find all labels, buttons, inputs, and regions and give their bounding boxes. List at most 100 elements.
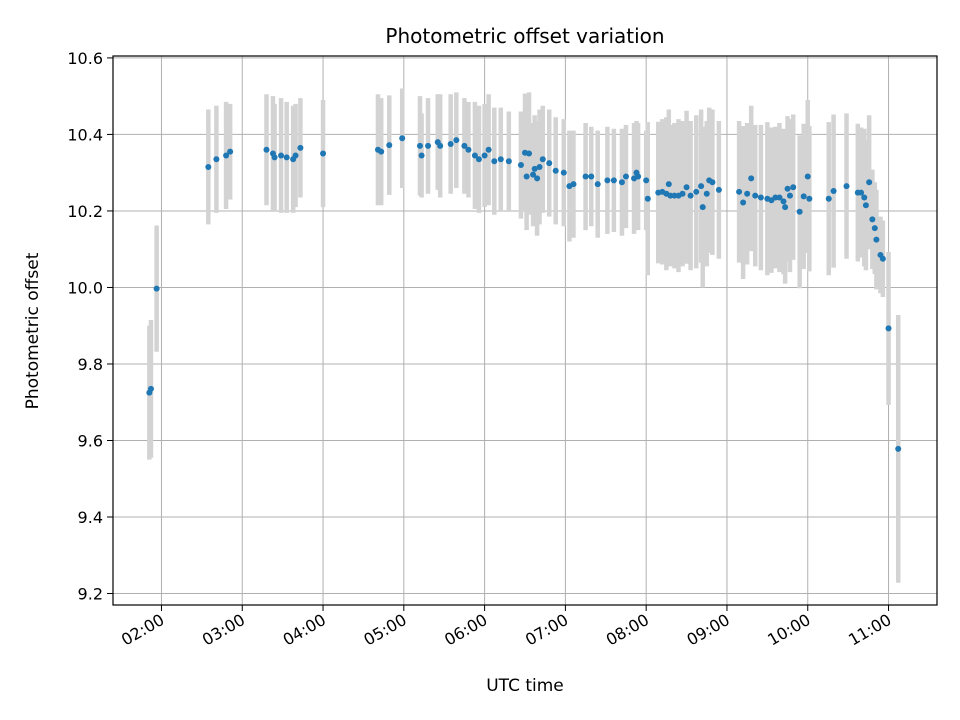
data-point xyxy=(485,146,492,153)
data-point xyxy=(570,181,577,188)
y-tick-label: 9.6 xyxy=(78,431,103,450)
data-point xyxy=(796,208,803,215)
data-point xyxy=(147,385,154,392)
data-point xyxy=(644,195,651,202)
data-point xyxy=(497,156,504,163)
data-point xyxy=(665,181,672,188)
data-point xyxy=(539,156,546,163)
data-point xyxy=(205,163,212,170)
data-point xyxy=(283,154,290,161)
data-point xyxy=(517,162,524,169)
data-point xyxy=(679,190,686,197)
data-point xyxy=(425,142,432,149)
data-point xyxy=(782,204,789,211)
y-tick-label: 9.4 xyxy=(78,508,103,527)
data-point xyxy=(604,177,611,184)
data-point xyxy=(866,179,873,186)
data-point xyxy=(873,236,880,243)
y-tick-label: 9.2 xyxy=(78,585,103,604)
data-point xyxy=(858,189,865,196)
y-axis-label: Photometric offset xyxy=(23,252,43,409)
data-point xyxy=(879,255,886,262)
data-point xyxy=(752,192,759,199)
data-point xyxy=(297,144,304,151)
data-point xyxy=(386,142,393,149)
data-point xyxy=(861,194,868,201)
data-point xyxy=(475,156,482,163)
data-point xyxy=(594,181,601,188)
data-point xyxy=(643,177,650,184)
data-point xyxy=(610,177,617,184)
data-point xyxy=(703,190,710,197)
data-point xyxy=(800,193,807,200)
data-point xyxy=(736,188,743,195)
data-point xyxy=(687,192,694,199)
data-point xyxy=(757,194,764,201)
y-tick-label: 10.2 xyxy=(67,202,103,221)
data-point xyxy=(399,135,406,142)
data-point xyxy=(418,152,425,159)
data-point xyxy=(526,150,533,157)
data-point xyxy=(869,216,876,223)
y-axis-ticks: 9.2 9.4 9.6 9.8 10.0 10.2 10.4 10.6 xyxy=(67,49,113,604)
data-point xyxy=(776,194,783,201)
x-axis-label: UTC time xyxy=(486,676,564,696)
data-point xyxy=(531,165,538,172)
data-point xyxy=(862,202,869,209)
data-points xyxy=(146,135,902,452)
data-point xyxy=(790,184,797,191)
data-point xyxy=(830,188,837,195)
data-point xyxy=(278,152,285,159)
data-point xyxy=(505,158,512,165)
data-point xyxy=(416,142,423,149)
data-point xyxy=(471,152,478,159)
data-point xyxy=(698,183,705,190)
data-point xyxy=(223,152,230,159)
data-point xyxy=(530,171,537,178)
data-point xyxy=(748,175,755,182)
data-point xyxy=(843,183,850,190)
data-point xyxy=(871,225,878,232)
plot-frame xyxy=(112,55,938,606)
data-point xyxy=(465,146,472,153)
data-point xyxy=(895,445,902,452)
data-point xyxy=(461,142,468,149)
data-point xyxy=(635,173,642,180)
data-point xyxy=(447,140,454,147)
data-point xyxy=(523,173,530,180)
y-tick-label: 10.0 xyxy=(67,278,103,297)
data-point xyxy=(582,173,589,180)
data-point xyxy=(536,163,543,170)
data-point xyxy=(271,154,278,161)
data-point xyxy=(227,148,234,155)
data-point xyxy=(622,173,629,180)
data-point xyxy=(806,195,813,202)
chart-title: Photometric offset variation xyxy=(385,24,664,48)
data-point xyxy=(552,167,559,174)
data-point xyxy=(453,137,460,144)
data-point xyxy=(292,152,299,159)
data-point xyxy=(534,175,541,182)
y-tick-label: 10.6 xyxy=(67,49,103,68)
data-point xyxy=(213,156,220,163)
data-point xyxy=(825,195,832,202)
data-point xyxy=(378,148,385,155)
data-point xyxy=(780,198,787,205)
data-point xyxy=(744,190,751,197)
data-point xyxy=(786,192,793,199)
data-point xyxy=(263,146,270,153)
data-point xyxy=(804,173,811,180)
data-point xyxy=(491,158,498,165)
y-tick-label: 9.8 xyxy=(78,355,103,374)
data-point xyxy=(481,152,488,159)
data-point xyxy=(618,179,625,186)
data-point xyxy=(437,142,444,149)
data-point xyxy=(715,186,722,193)
data-point xyxy=(885,325,892,332)
data-point xyxy=(699,204,706,211)
data-point xyxy=(784,185,791,192)
data-point xyxy=(320,150,327,157)
data-point xyxy=(709,179,716,186)
data-point xyxy=(588,173,595,180)
